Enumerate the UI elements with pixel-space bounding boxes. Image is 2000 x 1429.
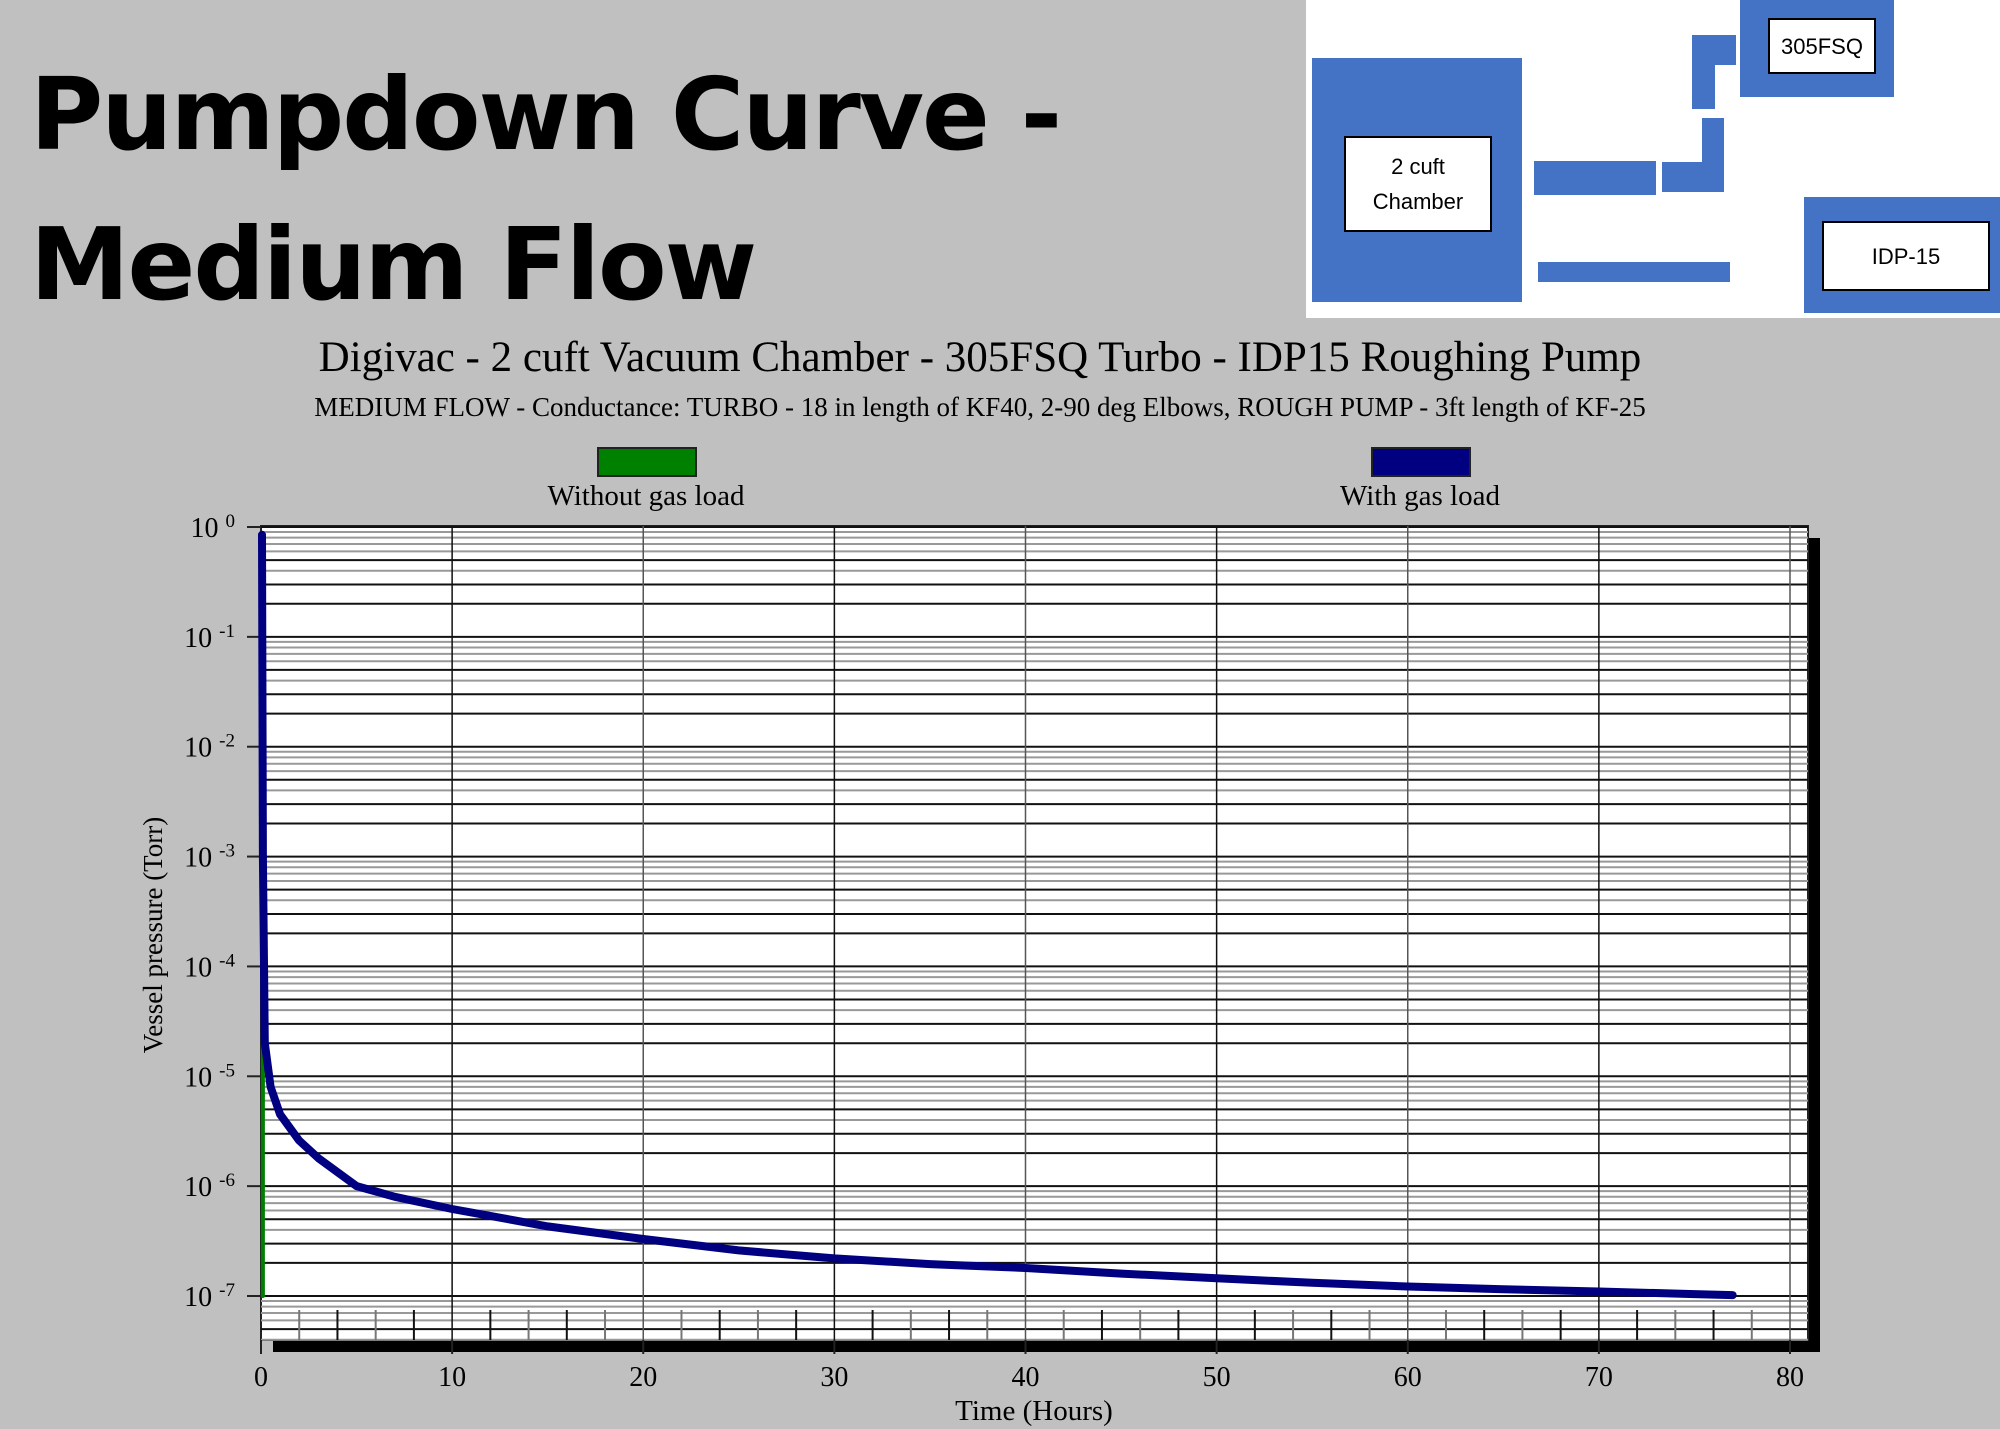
legend-swatch-with-gas-load [1371, 447, 1471, 477]
turbo-elbow-upper-arm [1692, 35, 1736, 65]
legend-label-with-gas-load: With gas load [1340, 480, 1500, 512]
rough-pipe [1538, 262, 1730, 282]
legend-swatch-without-gas-load [597, 447, 697, 477]
data-series [258, 530, 1737, 1300]
slide-title: Pumpdown Curve - Medium Flow [30, 40, 1062, 340]
slide-title-line1: Pumpdown Curve - [30, 56, 1062, 173]
x-tick-label: 60 [1394, 1362, 1422, 1393]
legend-label-without-gas-load: Without gas load [547, 480, 745, 512]
turbo-label: 305FSQ [1768, 18, 1876, 74]
chamber-label-line2: Chamber [1372, 189, 1464, 214]
turbo-elbow-lower-cut [1662, 118, 1702, 162]
x-tick-label: 0 [254, 1362, 268, 1393]
chamber-label-line1: 2 cuft [1391, 154, 1445, 179]
x-tick-label: 10 [438, 1362, 466, 1393]
chamber-label: 2 cuft Chamber [1344, 136, 1492, 232]
grid-lines [261, 526, 1808, 1341]
x-tick-label: 30 [820, 1362, 848, 1393]
x-tick-label: 70 [1585, 1362, 1613, 1393]
chart-title: Digivac - 2 cuft Vacuum Chamber - 305FSQ… [318, 334, 1642, 381]
y-tick-label: 10 -5 [184, 1060, 235, 1093]
y-tick-label: 10 -2 [184, 731, 235, 764]
turbo-label-text: 305FSQ [1781, 33, 1863, 59]
turbo-pipe-horizontal [1534, 161, 1656, 195]
system-diagram: 2 cuft Chamber 305FSQ IDP-15 [1306, 0, 2000, 318]
x-tick-label: 50 [1203, 1362, 1231, 1393]
series-with-gas-load [258, 530, 1737, 1300]
y-tick-label: 10 -1 [184, 621, 235, 654]
y-tick-label: 10 0 [191, 511, 236, 544]
y-tick-label: 10 -6 [184, 1170, 235, 1203]
rough-pump-label: IDP-15 [1822, 221, 1990, 291]
y-tick-label: 10 -3 [184, 841, 235, 874]
y-tick-label: 10 -4 [184, 950, 235, 983]
x-tick-label: 20 [629, 1362, 657, 1393]
chart-subtitle: MEDIUM FLOW - Conductance: TURBO - 18 in… [314, 392, 1646, 422]
x-tick-label: 80 [1776, 1362, 1804, 1393]
x-axis-label: Time (Hours) [955, 1395, 1113, 1427]
plot-shadow [273, 538, 1820, 1352]
rough-pump-label-text: IDP-15 [1871, 243, 1941, 269]
x-axis: 0 10 20 30 40 50 60 70 80 [254, 1340, 1804, 1393]
y-axis: 10 0 10 -1 10 -2 10 -3 10 -4 10 -5 10 -6 10 -7 [184, 511, 261, 1313]
x-tick-label: 40 [1012, 1362, 1040, 1393]
y-tick-label: 10 -7 [184, 1280, 235, 1313]
y-axis-label: Vessel pressure (Torr) [138, 817, 168, 1054]
slide-title-line2: Medium Flow [30, 206, 757, 323]
